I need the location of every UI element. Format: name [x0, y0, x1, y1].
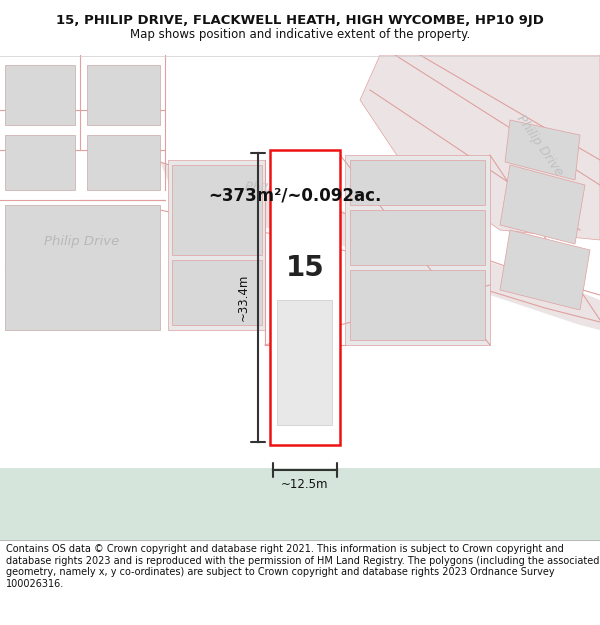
Polygon shape — [172, 260, 262, 325]
Polygon shape — [87, 65, 160, 125]
Text: ~373m²/~0.092ac.: ~373m²/~0.092ac. — [208, 186, 382, 204]
Text: 15, PHILIP DRIVE, FLACKWELL HEATH, HIGH WYCOMBE, HP10 9JD: 15, PHILIP DRIVE, FLACKWELL HEATH, HIGH … — [56, 14, 544, 27]
Text: Map shows position and indicative extent of the property.: Map shows position and indicative extent… — [130, 28, 470, 41]
Polygon shape — [87, 135, 160, 190]
Polygon shape — [5, 65, 75, 125]
Polygon shape — [350, 160, 485, 205]
Polygon shape — [5, 205, 160, 330]
Polygon shape — [360, 55, 600, 240]
Text: Philip Drive: Philip Drive — [244, 181, 316, 203]
Text: Contains OS data © Crown copyright and database right 2021. This information is : Contains OS data © Crown copyright and d… — [6, 544, 599, 589]
Polygon shape — [350, 270, 485, 340]
Polygon shape — [168, 160, 265, 330]
Polygon shape — [0, 468, 600, 540]
Text: 15: 15 — [286, 254, 325, 281]
Text: ~33.4m: ~33.4m — [237, 274, 250, 321]
Polygon shape — [350, 210, 485, 265]
Polygon shape — [5, 135, 75, 190]
Polygon shape — [0, 468, 600, 540]
Text: Philip Drive: Philip Drive — [44, 236, 119, 249]
Polygon shape — [277, 300, 332, 425]
Polygon shape — [172, 165, 262, 255]
Text: ~12.5m: ~12.5m — [281, 478, 329, 491]
Polygon shape — [160, 162, 600, 330]
Polygon shape — [345, 155, 490, 345]
Polygon shape — [505, 120, 580, 180]
Polygon shape — [500, 165, 585, 244]
Polygon shape — [270, 150, 340, 445]
Text: Philip Drive: Philip Drive — [514, 112, 566, 178]
Polygon shape — [500, 230, 590, 310]
